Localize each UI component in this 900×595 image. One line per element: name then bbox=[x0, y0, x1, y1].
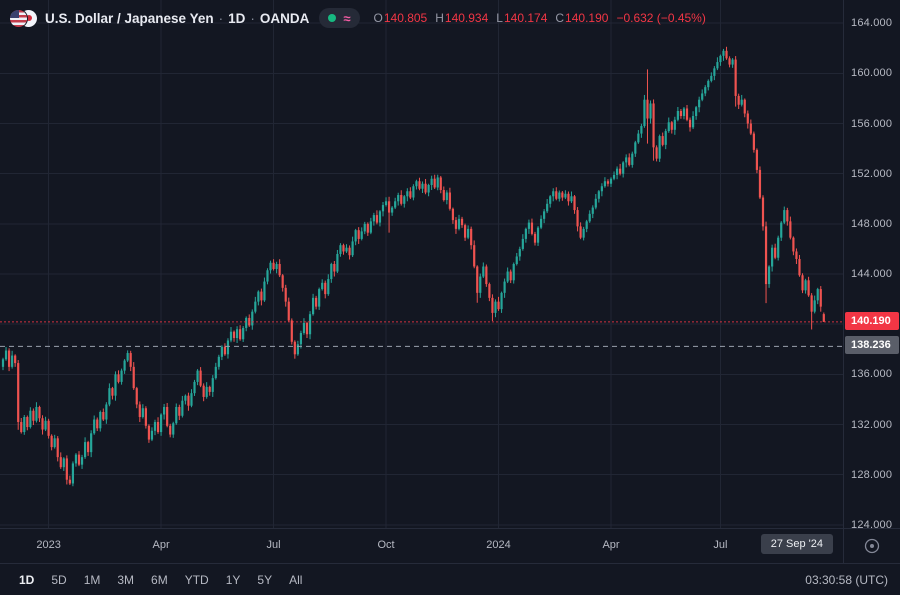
range-button-6m[interactable]: 6M bbox=[144, 569, 175, 591]
bottom-toolbar: 1D 5D 1M 3M 6M YTD 1Y 5Y All 03:30:58 (UTC) bbox=[0, 563, 900, 595]
price-tick-label: 152.000 bbox=[851, 167, 893, 180]
candlestick-canvas bbox=[0, 0, 843, 528]
price-tick-label: 148.000 bbox=[851, 217, 893, 230]
scroll-to-recent-icon bbox=[864, 538, 880, 554]
time-tick-label: Apr bbox=[602, 539, 620, 551]
price-tick-label: 128.000 bbox=[851, 468, 893, 481]
price-tick-label: 136.000 bbox=[851, 368, 893, 381]
range-button-3m[interactable]: 3M bbox=[110, 569, 141, 591]
time-tick-label: 2024 bbox=[486, 539, 511, 551]
crosshair-date-label: 27 Sep '24 bbox=[760, 534, 833, 554]
date-range-switcher: 1D 5D 1M 3M 6M YTD 1Y 5Y All bbox=[12, 569, 309, 591]
price-axis[interactable]: 124.000128.000132.000136.000140.000144.0… bbox=[843, 0, 900, 531]
price-tick-label: 164.000 bbox=[851, 17, 893, 30]
time-tick-label: Apr bbox=[152, 539, 170, 551]
range-button-1y[interactable]: 1Y bbox=[219, 569, 248, 591]
axis-corner[interactable] bbox=[843, 528, 900, 563]
price-tick-label: 160.000 bbox=[851, 67, 893, 80]
price-tick-label: 124.000 bbox=[851, 518, 893, 531]
price-tick-label: 132.000 bbox=[851, 418, 893, 431]
time-tick-label: Jul bbox=[266, 539, 281, 551]
last-price-label: 140.190 bbox=[845, 311, 899, 330]
price-tick-label: 144.000 bbox=[851, 268, 893, 281]
range-button-5y[interactable]: 5Y bbox=[250, 569, 279, 591]
price-chart[interactable]: U.S. Dollar / Japanese Yen · 1D · OANDA … bbox=[0, 0, 843, 528]
time-axis[interactable]: 27 Sep '24 2023 Apr Jul Oct 2024 Apr Jul bbox=[0, 528, 843, 563]
time-tick-label: Oct bbox=[377, 539, 395, 551]
price-tick-label: 156.000 bbox=[851, 117, 893, 130]
range-button-1d[interactable]: 1D bbox=[12, 569, 41, 591]
range-button-ytd[interactable]: YTD bbox=[178, 569, 216, 591]
range-button-1m[interactable]: 1M bbox=[77, 569, 108, 591]
time-tick-label: 2023 bbox=[36, 539, 61, 551]
level-price-label: 138.236 bbox=[845, 336, 899, 355]
time-tick-label: Jul bbox=[713, 539, 728, 551]
session-clock[interactable]: 03:30:58 (UTC) bbox=[805, 572, 888, 587]
range-button-5d[interactable]: 5D bbox=[44, 569, 73, 591]
range-button-all[interactable]: All bbox=[282, 569, 309, 591]
